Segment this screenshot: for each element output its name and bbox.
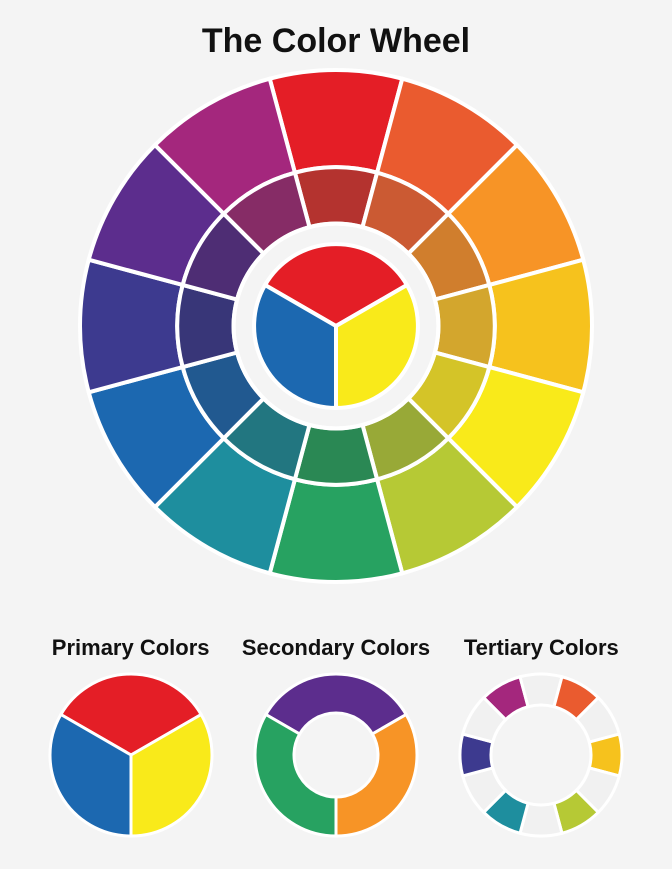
secondary-segment [336, 715, 417, 837]
page: The Color Wheel Primary Colors Secondary… [0, 0, 672, 869]
tertiary-label: Tertiary Colors [464, 635, 619, 661]
primary-label: Primary Colors [52, 635, 210, 661]
secondary-column: Secondary Colors [236, 635, 436, 839]
primary-wheel [47, 671, 215, 839]
page-title: The Color Wheel [0, 22, 672, 61]
secondary-wheel [252, 671, 420, 839]
main-color-wheel-svg [76, 66, 596, 586]
bottom-row: Primary Colors Secondary Colors Tertiary… [0, 635, 672, 839]
secondary-segment [255, 715, 336, 837]
main-color-wheel [76, 66, 596, 586]
tertiary-column: Tertiary Colors [441, 635, 641, 839]
secondary-label: Secondary Colors [242, 635, 430, 661]
tertiary-wheel [457, 671, 625, 839]
primary-column: Primary Colors [31, 635, 231, 839]
